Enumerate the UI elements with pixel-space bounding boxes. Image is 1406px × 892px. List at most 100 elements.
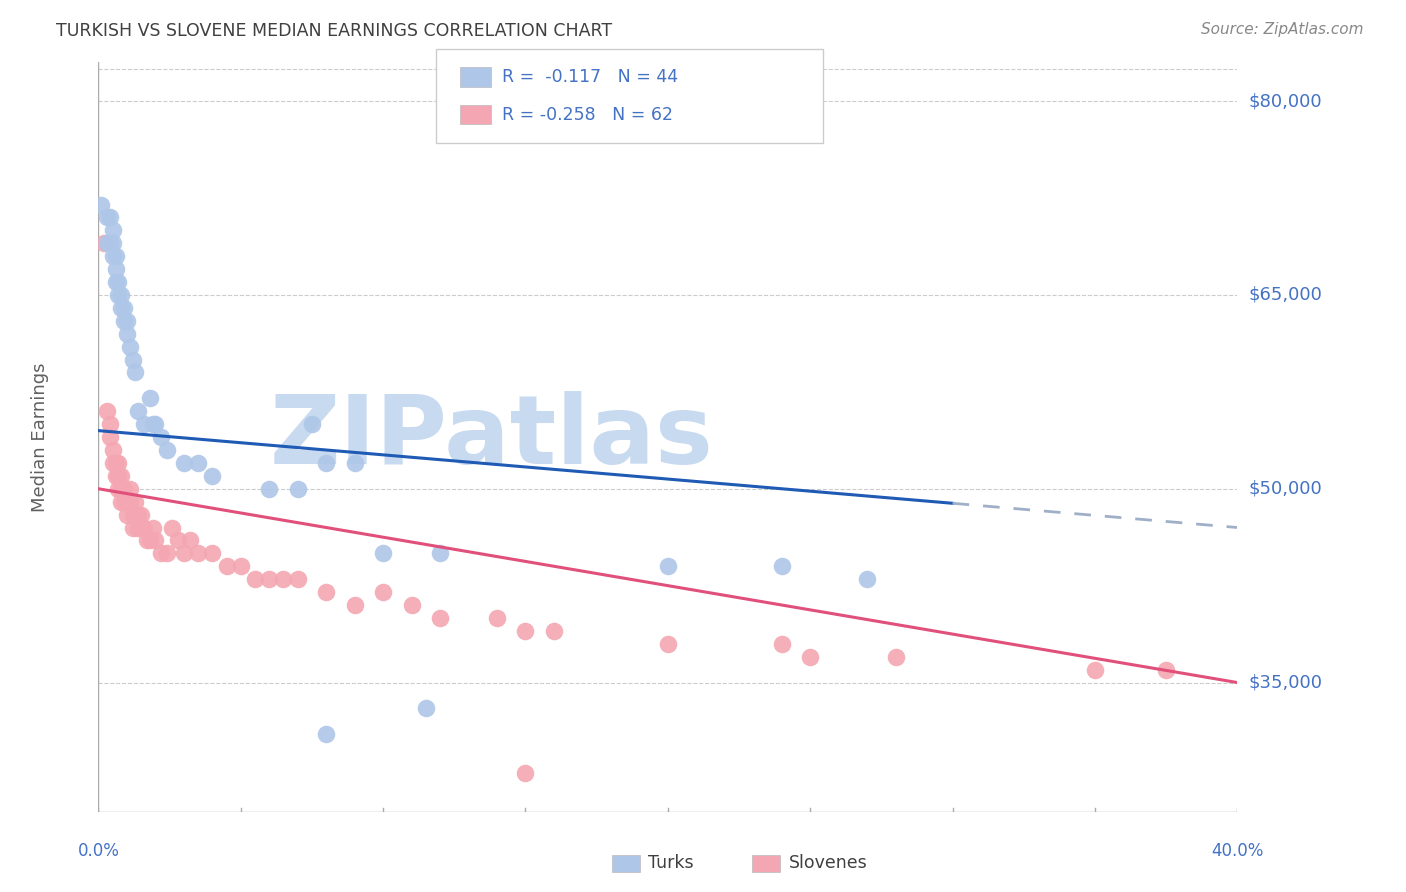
Point (138, 392, 160, 406)
Point (657, 559, 679, 574)
Point (121, 508, 143, 522)
Point (259, 482, 281, 496)
Point (118, 494, 141, 508)
Point (104, 468, 127, 483)
Point (127, 508, 149, 522)
Point (112, 301, 135, 315)
Point (201, 468, 224, 483)
Point (179, 533, 201, 548)
Point (101, 442, 124, 457)
Point (486, 611, 509, 625)
Point (129, 520, 152, 534)
Point (104, 275, 127, 289)
Point (415, 701, 437, 715)
Point (124, 508, 146, 522)
Point (112, 482, 135, 496)
Point (770, 637, 793, 651)
Point (315, 727, 337, 741)
Point (401, 598, 423, 612)
Point (173, 546, 195, 560)
Point (301, 417, 323, 432)
Point (115, 508, 138, 522)
Text: Median Earnings: Median Earnings (31, 362, 49, 512)
Point (112, 314, 135, 328)
Point (107, 468, 129, 483)
Point (107, 288, 129, 302)
Point (98, 236, 121, 251)
Point (101, 456, 124, 470)
Point (429, 546, 451, 560)
Point (107, 275, 129, 289)
Point (273, 572, 295, 586)
Point (150, 430, 173, 444)
Point (135, 533, 157, 548)
Point (884, 649, 907, 664)
Point (110, 468, 132, 483)
Point (101, 223, 124, 237)
Point (107, 482, 129, 496)
Point (657, 637, 679, 651)
Point (162, 520, 184, 534)
Point (96, 236, 118, 251)
Point (132, 417, 155, 432)
Point (215, 559, 238, 574)
Point (115, 314, 138, 328)
Point (515, 766, 537, 780)
Point (110, 482, 132, 496)
Point (101, 236, 124, 251)
Point (98, 417, 121, 432)
Text: R = -0.258   N = 62: R = -0.258 N = 62 (502, 105, 673, 123)
Point (315, 585, 337, 599)
Point (173, 456, 195, 470)
Point (98, 211, 121, 225)
Point (104, 249, 127, 263)
Point (127, 404, 149, 418)
Point (115, 494, 138, 508)
Point (129, 508, 152, 522)
Point (315, 456, 337, 470)
Point (141, 520, 163, 534)
Point (150, 546, 173, 560)
Text: 40.0%: 40.0% (1211, 842, 1264, 860)
Point (259, 572, 281, 586)
Point (856, 572, 879, 586)
Text: R =  -0.117   N = 44: R = -0.117 N = 44 (502, 69, 678, 87)
Point (107, 456, 129, 470)
Point (124, 494, 146, 508)
Text: $35,000: $35,000 (1249, 673, 1323, 691)
Text: $65,000: $65,000 (1249, 286, 1322, 304)
Point (156, 546, 179, 560)
Point (115, 326, 138, 341)
Point (127, 520, 149, 534)
Point (96, 404, 118, 418)
Point (1084, 663, 1107, 677)
Text: $80,000: $80,000 (1249, 92, 1322, 111)
Point (1154, 663, 1177, 677)
Point (229, 559, 252, 574)
Point (201, 546, 224, 560)
Point (799, 649, 821, 664)
Point (96, 211, 118, 225)
Point (118, 482, 141, 496)
Text: ZIPatlas: ZIPatlas (270, 391, 713, 483)
Point (243, 572, 266, 586)
Point (124, 366, 146, 380)
Point (515, 624, 537, 638)
Point (118, 340, 141, 354)
Point (132, 520, 155, 534)
Point (101, 249, 124, 263)
Point (167, 533, 190, 548)
Text: TURKISH VS SLOVENE MEDIAN EARNINGS CORRELATION CHART: TURKISH VS SLOVENE MEDIAN EARNINGS CORRE… (56, 22, 613, 40)
Point (110, 301, 132, 315)
Point (110, 494, 132, 508)
Point (187, 456, 209, 470)
Point (90, 197, 112, 211)
Point (138, 533, 160, 548)
Point (287, 482, 309, 496)
Point (141, 417, 163, 432)
Point (429, 611, 451, 625)
Point (543, 624, 565, 638)
Point (104, 262, 127, 277)
Point (121, 520, 143, 534)
Point (287, 572, 309, 586)
